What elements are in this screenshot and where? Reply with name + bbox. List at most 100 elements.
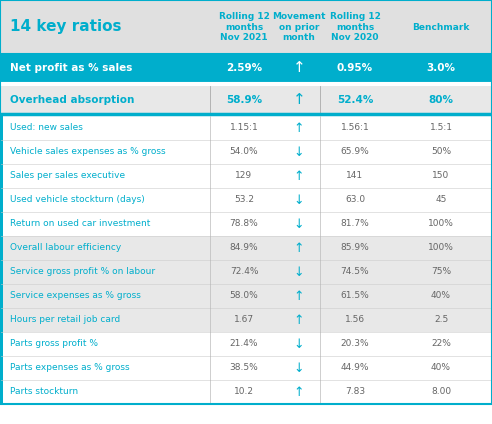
Text: 22%: 22% bbox=[431, 340, 451, 349]
Bar bbox=[0, 260, 3, 284]
Text: ↑: ↑ bbox=[293, 61, 306, 75]
Text: 20.3%: 20.3% bbox=[340, 340, 369, 349]
Bar bbox=[0, 164, 492, 188]
Bar bbox=[0, 116, 3, 140]
Text: 40%: 40% bbox=[431, 363, 451, 373]
Text: 10.2: 10.2 bbox=[234, 388, 254, 396]
Bar bbox=[0, 260, 492, 284]
Text: ↓: ↓ bbox=[294, 145, 304, 159]
Text: 14 key ratios: 14 key ratios bbox=[10, 20, 122, 34]
Text: Net profit as % sales: Net profit as % sales bbox=[10, 63, 132, 73]
Bar bbox=[0, 54, 492, 82]
Bar bbox=[0, 332, 3, 356]
Text: 61.5%: 61.5% bbox=[340, 292, 369, 301]
Bar bbox=[0, 308, 3, 332]
Text: 0.95%: 0.95% bbox=[337, 63, 373, 73]
Text: Overhead absorption: Overhead absorption bbox=[10, 95, 134, 105]
Bar bbox=[0, 140, 492, 164]
Text: 2.59%: 2.59% bbox=[226, 63, 262, 73]
Text: Parts stockturn: Parts stockturn bbox=[10, 388, 78, 396]
Text: ↓: ↓ bbox=[294, 193, 304, 206]
Text: 40%: 40% bbox=[431, 292, 451, 301]
Text: ↑: ↑ bbox=[294, 242, 304, 254]
Bar bbox=[0, 332, 492, 356]
Text: 52.4%: 52.4% bbox=[337, 95, 373, 105]
Text: 141: 141 bbox=[346, 171, 364, 181]
Text: 65.9%: 65.9% bbox=[340, 148, 369, 156]
Text: 1.56:1: 1.56:1 bbox=[340, 123, 369, 132]
Text: ↓: ↓ bbox=[294, 362, 304, 374]
Text: 80%: 80% bbox=[429, 95, 454, 105]
Text: Parts expenses as % gross: Parts expenses as % gross bbox=[10, 363, 129, 373]
Text: 21.4%: 21.4% bbox=[230, 340, 258, 349]
Text: ↓: ↓ bbox=[294, 265, 304, 279]
Text: 3.0%: 3.0% bbox=[427, 63, 456, 73]
Bar bbox=[0, 380, 492, 404]
Text: ↑: ↑ bbox=[294, 385, 304, 399]
Text: 100%: 100% bbox=[428, 220, 454, 229]
Bar bbox=[0, 236, 3, 260]
Text: Used vehicle stockturn (days): Used vehicle stockturn (days) bbox=[10, 195, 145, 204]
Text: ↑: ↑ bbox=[294, 313, 304, 326]
Text: ↑: ↑ bbox=[293, 92, 306, 108]
Text: Rolling 12
months
Nov 2021: Rolling 12 months Nov 2021 bbox=[218, 12, 270, 42]
Text: 85.9%: 85.9% bbox=[340, 243, 369, 253]
Text: Movement
on prior
month: Movement on prior month bbox=[272, 12, 326, 42]
Text: Sales per sales executive: Sales per sales executive bbox=[10, 171, 125, 181]
Text: 54.0%: 54.0% bbox=[230, 148, 258, 156]
Text: Service gross profit % on labour: Service gross profit % on labour bbox=[10, 268, 155, 276]
Text: 129: 129 bbox=[236, 171, 252, 181]
Text: 58.9%: 58.9% bbox=[226, 95, 262, 105]
Text: Used: new sales: Used: new sales bbox=[10, 123, 83, 132]
Bar bbox=[0, 164, 3, 188]
Text: Rolling 12
months
Nov 2020: Rolling 12 months Nov 2020 bbox=[330, 12, 380, 42]
Bar bbox=[0, 0, 492, 54]
Bar bbox=[0, 356, 3, 380]
Text: 100%: 100% bbox=[428, 243, 454, 253]
Bar bbox=[0, 284, 3, 308]
Text: 74.5%: 74.5% bbox=[340, 268, 369, 276]
Text: 8.00: 8.00 bbox=[431, 388, 451, 396]
Bar bbox=[0, 356, 492, 380]
Text: Return on used car investment: Return on used car investment bbox=[10, 220, 151, 229]
Text: 63.0: 63.0 bbox=[345, 195, 365, 204]
Text: 53.2: 53.2 bbox=[234, 195, 254, 204]
Bar bbox=[0, 188, 3, 212]
Bar bbox=[0, 140, 3, 164]
Text: Parts gross profit %: Parts gross profit % bbox=[10, 340, 98, 349]
Bar bbox=[0, 236, 492, 260]
Text: 45: 45 bbox=[435, 195, 447, 204]
Text: 75%: 75% bbox=[431, 268, 451, 276]
Text: 84.9%: 84.9% bbox=[230, 243, 258, 253]
Text: Vehicle sales expenses as % gross: Vehicle sales expenses as % gross bbox=[10, 148, 166, 156]
Text: 44.9%: 44.9% bbox=[341, 363, 369, 373]
Text: Overall labour efficiency: Overall labour efficiency bbox=[10, 243, 121, 253]
Bar bbox=[0, 212, 492, 236]
Text: 81.7%: 81.7% bbox=[340, 220, 369, 229]
Text: ↑: ↑ bbox=[294, 290, 304, 302]
Bar bbox=[0, 308, 492, 332]
Bar bbox=[0, 212, 3, 236]
Text: 50%: 50% bbox=[431, 148, 451, 156]
Text: ↓: ↓ bbox=[294, 338, 304, 351]
Text: 2.5: 2.5 bbox=[434, 315, 448, 324]
Text: 150: 150 bbox=[432, 171, 450, 181]
Text: 1.15:1: 1.15:1 bbox=[230, 123, 258, 132]
Bar bbox=[0, 86, 492, 114]
Bar bbox=[0, 116, 492, 140]
Text: 7.83: 7.83 bbox=[345, 388, 365, 396]
Text: ↑: ↑ bbox=[294, 122, 304, 134]
Text: ↓: ↓ bbox=[294, 218, 304, 231]
Text: 1.5:1: 1.5:1 bbox=[430, 123, 453, 132]
Text: 78.8%: 78.8% bbox=[230, 220, 258, 229]
Text: 1.67: 1.67 bbox=[234, 315, 254, 324]
Bar bbox=[0, 380, 3, 404]
Bar bbox=[0, 82, 492, 86]
Text: 1.56: 1.56 bbox=[345, 315, 365, 324]
Bar bbox=[0, 284, 492, 308]
Text: Service expenses as % gross: Service expenses as % gross bbox=[10, 292, 141, 301]
Text: 72.4%: 72.4% bbox=[230, 268, 258, 276]
Bar bbox=[0, 188, 492, 212]
Text: ↑: ↑ bbox=[294, 170, 304, 182]
Text: Hours per retail job card: Hours per retail job card bbox=[10, 315, 120, 324]
